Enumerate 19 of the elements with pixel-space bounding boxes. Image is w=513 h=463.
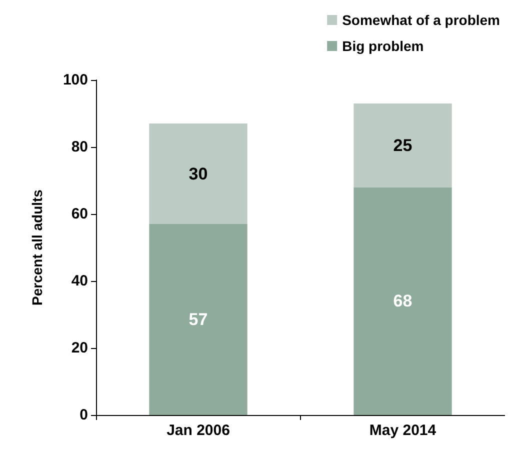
legend-label: Big problem	[342, 38, 424, 54]
bar	[354, 103, 452, 188]
bar	[149, 124, 248, 224]
bar	[149, 224, 248, 415]
y-tick-label: 20	[71, 340, 88, 356]
data-label: 25	[393, 136, 412, 155]
bar	[354, 187, 452, 415]
x-tick-label: Jan 2006	[166, 422, 230, 439]
y-tick-label: 40	[71, 272, 88, 290]
y-tick-label: 80	[71, 138, 88, 156]
data-label: 68	[393, 292, 412, 311]
y-axis-title: Percent all adults	[29, 189, 45, 306]
y-tick-label: 0	[80, 406, 88, 424]
y-tick-label: 100	[62, 72, 88, 88]
y-tick-label: 60	[71, 206, 88, 222]
data-label: 57	[188, 310, 208, 330]
x-tick-label: May 2014	[369, 422, 437, 439]
data-label: 30	[188, 164, 208, 184]
legend-label: Somewhat of a problem	[342, 12, 500, 28]
